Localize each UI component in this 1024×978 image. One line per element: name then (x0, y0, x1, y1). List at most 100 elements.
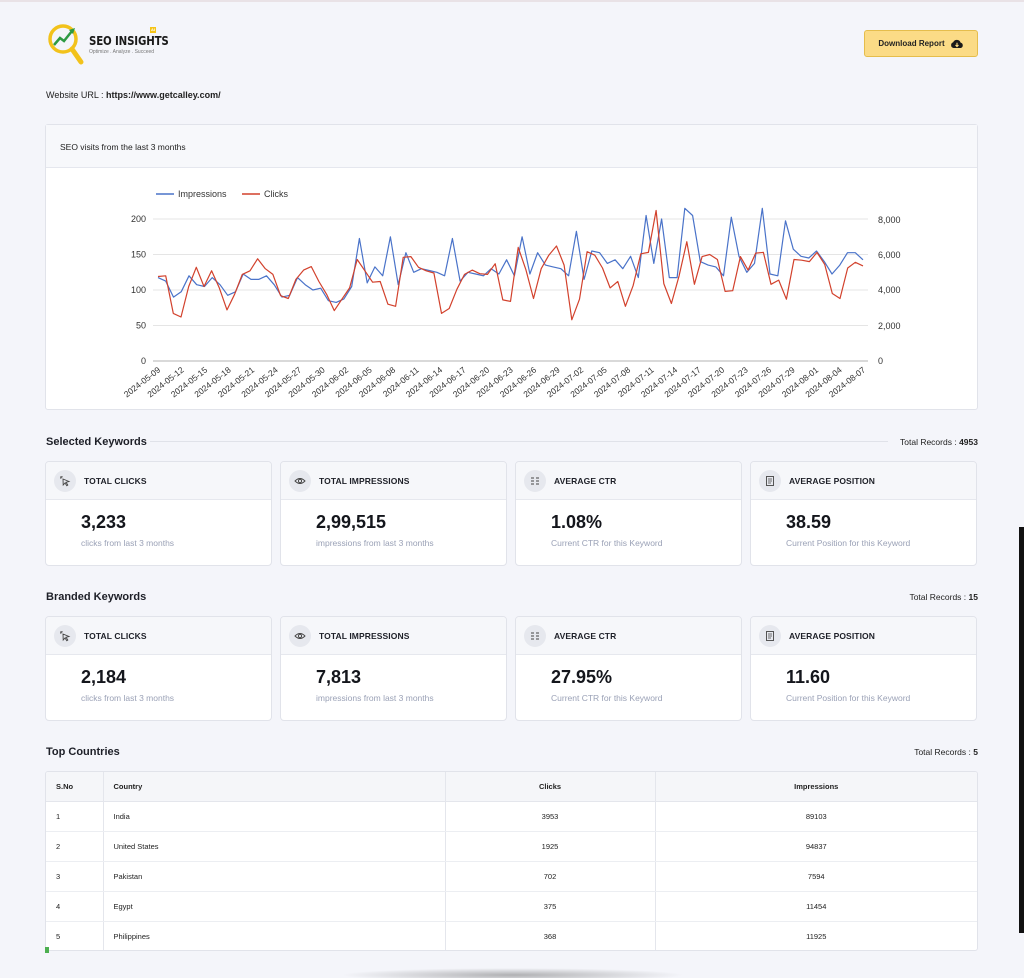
column-header-impressions[interactable]: Impressions (655, 772, 977, 802)
cell-country: United States (103, 831, 446, 862)
branded-average-ctr-card: AVERAGE CTR 27.95% Current CTR for this … (515, 616, 742, 721)
cell-sno: 1 (46, 801, 104, 832)
cell-country: Egypt (103, 891, 446, 922)
brand-badge: AI (150, 27, 156, 33)
selected-average-ctr-card: AVERAGE CTR 1.08% Current CTR for this K… (515, 461, 742, 566)
countries-records-label: Total Records : (914, 747, 971, 757)
cell-country: Pakistan (103, 861, 446, 892)
download-report-label: Download Report (878, 39, 945, 48)
table-row: 1 India 3953 89103 (46, 801, 977, 832)
scrollbar[interactable] (1019, 527, 1024, 933)
cell-country: Philippines (103, 921, 446, 950)
branded-average-position-card: AVERAGE POSITION 11.60 Current Position … (750, 616, 977, 721)
chart-card-title: SEO visits from the last 3 months (46, 125, 977, 168)
seo-visits-chart-card: SEO visits from the last 3 months 0 50 100… (45, 124, 978, 410)
cell-clicks: 375 (445, 891, 656, 922)
branded-records-label: Total Records : (909, 592, 967, 602)
cell-country: India (103, 801, 446, 832)
column-header-country[interactable]: Country (103, 772, 446, 802)
list-icon (524, 469, 546, 492)
bottom-shadow (340, 968, 685, 978)
stat-subtitle: Current CTR for this Keyword (551, 538, 663, 548)
series-line-clicks (157, 209, 864, 321)
series-line-impressions (157, 207, 864, 303)
stat-label: TOTAL IMPRESSIONS (319, 630, 410, 641)
cell-impressions: 11454 (655, 891, 977, 922)
stat-label: AVERAGE CTR (554, 630, 617, 641)
cell-sno: 5 (46, 921, 104, 950)
list-icon (524, 624, 546, 647)
cell-impressions: 11925 (806, 931, 827, 941)
brand-logo[interactable]: SEO INSIGHTS AI Optimize . Analyze . Suc… (46, 22, 169, 66)
legend-label: Impressions (178, 189, 227, 199)
table-row: 5 Philippines 368 11925 (46, 921, 977, 950)
y-left-tick-label: 150 (131, 250, 146, 260)
stat-label: AVERAGE POSITION (789, 475, 875, 486)
stat-subtitle: Current Position for this Keyword (786, 538, 911, 548)
branded-total-clicks-card: TOTAL CLICKS 2,184 clicks from last 3 mo… (45, 616, 272, 721)
cell-clicks: 1925 (445, 831, 656, 862)
branded-total-impressions-card: TOTAL IMPRESSIONS 7,813 impressions from… (280, 616, 507, 721)
selected-records-label: Total Records : (900, 437, 957, 447)
stat-value: 2,184 (81, 667, 127, 687)
download-report-button[interactable]: Download Report (864, 30, 978, 57)
cell-impressions: 89103 (655, 801, 977, 832)
cell-impressions: 7594 (655, 861, 977, 892)
stat-subtitle: impressions from last 3 months (316, 693, 434, 703)
seo-visits-chart: 05010015020002,0004,0006,0008,0002024-05… (122, 189, 901, 399)
table-header-row: S.No Country Clicks Impressions (46, 772, 977, 802)
stat-subtitle: impressions from last 3 months (316, 538, 434, 548)
brand-title: SEO INSIGHTS (89, 33, 169, 48)
y-right-tick-label: 6,000 (878, 250, 901, 260)
countries-records-value: 5 (973, 747, 978, 757)
stat-subtitle: clicks from last 3 months (81, 693, 175, 703)
stat-label: TOTAL CLICKS (84, 630, 147, 641)
selected-keywords-title: Selected Keywords (46, 436, 147, 448)
cell-sno: 2 (46, 831, 104, 862)
y-left-tick-label: 200 (131, 214, 146, 224)
selected-total-records: Total Records : 4953 (860, 437, 978, 447)
stat-value: 7,813 (316, 667, 362, 687)
eye-icon (289, 624, 311, 647)
branded-records-value: 15 (968, 592, 978, 602)
legend-label: Clicks (264, 189, 288, 199)
stat-label: AVERAGE CTR (554, 475, 617, 486)
top-countries-table: S.No Country Clicks Impressions 1 India … (45, 771, 978, 951)
column-header-clicks[interactable]: Clicks (445, 772, 656, 802)
stat-value: 3,233 (81, 512, 127, 532)
stat-label: TOTAL CLICKS (84, 475, 147, 486)
y-right-tick-label: 4,000 (878, 285, 901, 295)
eye-icon (289, 469, 311, 492)
stat-value: 27.95% (551, 667, 613, 687)
y-right-tick-label: 8,000 (878, 215, 901, 225)
stat-subtitle: clicks from last 3 months (81, 538, 175, 548)
y-left-tick-label: 50 (136, 321, 146, 331)
column-header-sno[interactable]: S.No (46, 772, 104, 802)
brand-tagline: Optimize . Analyze . Succeed (89, 49, 155, 55)
corner-marker (45, 947, 49, 953)
table-row: 2 United States 1925 94837 (46, 831, 977, 862)
cloud-download-icon (950, 39, 963, 48)
cell-sno: 4 (46, 891, 104, 922)
document-icon (759, 469, 781, 492)
table-row: 3 Pakistan 702 7594 (46, 861, 977, 892)
selected-total-impressions-card: TOTAL IMPRESSIONS 2,99,515 impressions f… (280, 461, 507, 566)
y-right-tick-label: 2,000 (878, 321, 901, 331)
cell-clicks: 3953 (445, 801, 656, 832)
stat-label: AVERAGE POSITION (789, 630, 875, 641)
top-countries-title: Top Countries (46, 746, 120, 758)
selected-records-value: 4953 (959, 437, 978, 447)
website-url-value[interactable]: https://www.getcalley.com/ (106, 90, 221, 100)
stat-subtitle: Current CTR for this Keyword (551, 693, 663, 703)
document-icon (759, 624, 781, 647)
stat-label: TOTAL IMPRESSIONS (319, 475, 410, 486)
magnifier-chart-icon (48, 24, 84, 65)
branded-keywords-title: Branded Keywords (46, 591, 147, 603)
branded-total-records: Total Records : 15 (860, 592, 978, 602)
website-url-label: Website URL : (46, 90, 104, 100)
stat-value: 38.59 (786, 512, 832, 532)
selected-average-position-card: AVERAGE POSITION 38.59 Current Position … (750, 461, 977, 566)
cell-sno: 3 (46, 861, 104, 892)
stat-value: 2,99,515 (316, 512, 387, 532)
stat-value: 1.08% (551, 512, 603, 532)
